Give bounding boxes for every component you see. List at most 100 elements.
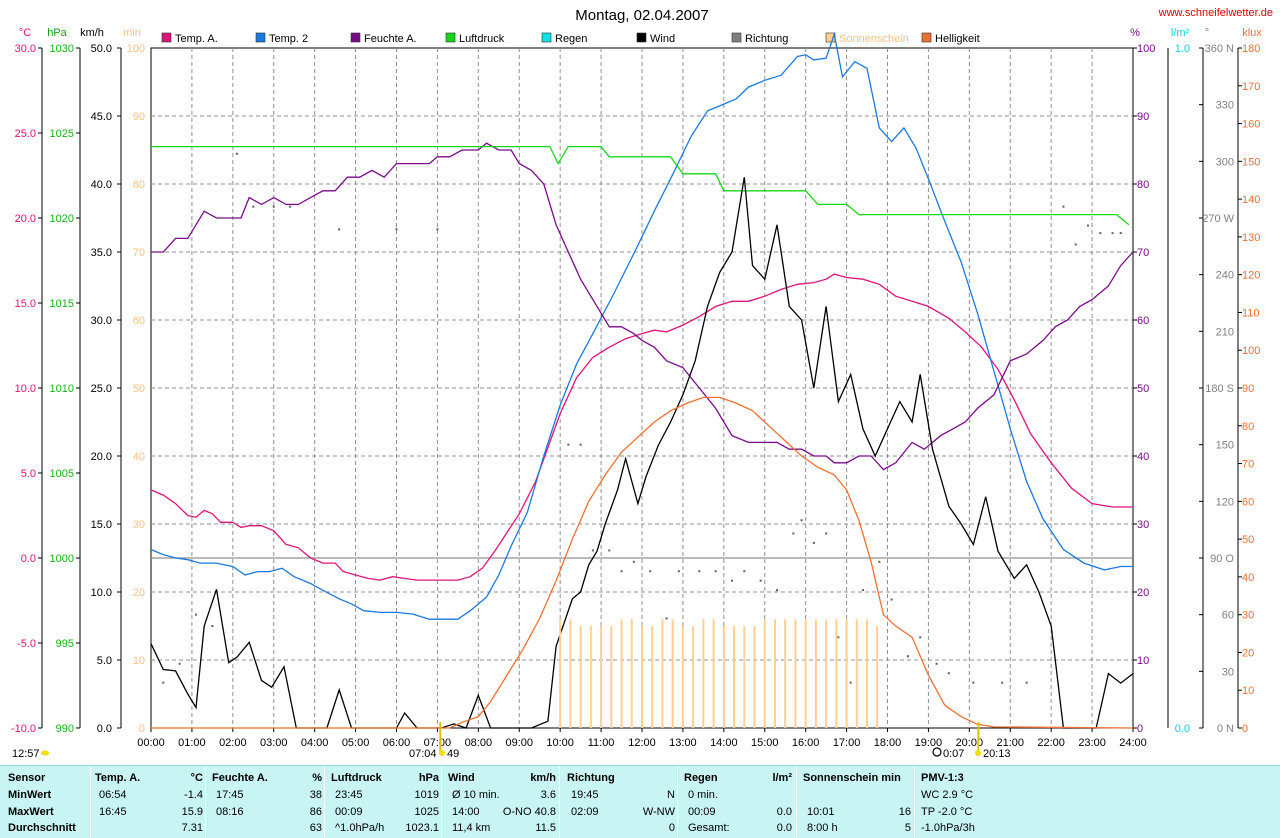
- table-divider: [796, 766, 797, 838]
- time-tick-label: 20:00: [956, 737, 984, 749]
- richtung-point: [825, 532, 828, 535]
- table-cell: 11,4 km: [452, 822, 491, 834]
- table-cell: 23:45: [335, 789, 363, 801]
- richtung-point: [919, 636, 922, 639]
- legend-swatch: [731, 32, 742, 43]
- pressure-tick-label: 990: [56, 723, 74, 735]
- luftdruck-line: [151, 145, 1130, 226]
- table-header: Temp. A.: [95, 772, 141, 784]
- sun-icon: [975, 750, 981, 756]
- lux-tick-label: 50: [1242, 534, 1254, 546]
- moon-icon: [932, 747, 942, 757]
- legend-label: Temp. A.: [175, 33, 218, 45]
- sun-tick-label: 40: [133, 451, 145, 463]
- time-tick-label: 15:00: [751, 737, 779, 749]
- time-tick-label: 24:00: [1119, 737, 1147, 749]
- richtung-point: [714, 570, 717, 573]
- richtung-point: [1001, 681, 1004, 684]
- time-tick-label: 12:00: [628, 737, 656, 749]
- table-cell: 00:09: [688, 806, 716, 818]
- lux-tick-label: 120: [1242, 270, 1260, 282]
- table-cell: 19:45: [571, 789, 599, 801]
- richtung-point: [395, 228, 398, 231]
- direction-axis-unit: °: [1205, 27, 1209, 39]
- table-header: Richtung: [567, 772, 615, 784]
- table-cell: 3.6: [540, 789, 556, 801]
- legend-swatch: [445, 32, 456, 43]
- lux-tick-label: 130: [1242, 232, 1260, 244]
- time-tick-label: 02:00: [219, 737, 247, 749]
- table-cell: ^1.0hPa/h: [335, 822, 385, 834]
- richtung-point: [1062, 205, 1065, 208]
- lux-tick-label: 100: [1242, 345, 1260, 357]
- humidity-tick-label: 10: [1137, 655, 1149, 667]
- table-cell: -1.0hPa/3h: [921, 822, 975, 834]
- sun-tick-label: 30: [133, 519, 145, 531]
- table-cell: O-NO 40.8: [502, 806, 556, 818]
- table-cell: 17:45: [216, 789, 244, 801]
- wind-tick-label: 10.0: [91, 587, 112, 599]
- table-cell: Gesamt:: [688, 822, 730, 834]
- table-cell: 0 min.: [688, 789, 718, 801]
- lux-tick-label: 160: [1242, 119, 1260, 131]
- humidity-tick-label: 0: [1137, 723, 1143, 735]
- site-link[interactable]: www.schneifelwetter.de: [1158, 7, 1273, 19]
- richtung-point: [861, 589, 864, 592]
- time-tick-label: 06:00: [383, 737, 411, 749]
- wind-tick-label: 25.0: [91, 383, 112, 395]
- direction-tick-label: 30: [1222, 666, 1234, 678]
- lux-tick-label: 180: [1242, 43, 1260, 55]
- table-row-label: Durchschnitt: [8, 822, 76, 834]
- lux-tick-label: 150: [1242, 156, 1260, 168]
- humidity-tick-label: 80: [1137, 179, 1149, 191]
- table-cell: Ø 10 min.: [452, 789, 500, 801]
- table-cell: 06:54: [99, 789, 127, 801]
- table-header: Regen: [684, 772, 718, 784]
- direction-tick-label: 240: [1216, 270, 1234, 282]
- axes: °C hPa km/h min% l/m² ° klux 30.0 25.0 20.0 15.0 10…: [11, 27, 1262, 749]
- temp-tick-label: -10.0: [11, 723, 36, 735]
- direction-tick-label: 150: [1216, 440, 1234, 452]
- richtung-point: [698, 570, 701, 573]
- lux-tick-label: 20: [1242, 647, 1254, 659]
- wind-tick-label: 20.0: [91, 451, 112, 463]
- richtung-point: [211, 625, 214, 627]
- table-header: Luftdruck: [331, 772, 382, 784]
- direction-tick-label: 120: [1216, 496, 1234, 508]
- table-cell: 11.5: [535, 822, 556, 834]
- statistics-table: Sensor Temp. A. °C Feuchte A.% Luftdruck hPa W…: [0, 765, 1280, 838]
- humidity-tick-label: 70: [1137, 247, 1149, 259]
- lux-tick-label: 170: [1242, 81, 1260, 93]
- table-cell: 86: [309, 806, 322, 818]
- pressure-tick-label: 1020: [50, 213, 74, 225]
- lux-tick-label: 0: [1242, 723, 1248, 735]
- table-cell: 5: [904, 822, 911, 834]
- wind-tick-label: 50.0: [91, 43, 112, 55]
- temp-tick-label: 0.0: [21, 553, 36, 565]
- lux-tick-label: 10: [1242, 685, 1254, 697]
- legend-label: Luftdruck: [459, 33, 505, 45]
- legend-label: Feuchte A.: [364, 33, 417, 45]
- richtung-point: [947, 672, 950, 675]
- weather-chart: Montag, 02.04.2007 www.schneifelwetter.d…: [11, 7, 1273, 760]
- pressure-tick-label: 995: [56, 638, 74, 650]
- table-cell: 14:00: [452, 806, 480, 818]
- table-cell: N: [667, 789, 675, 801]
- temp-axis-unit: °C: [19, 27, 31, 39]
- richtung-point: [1074, 243, 1077, 246]
- humidity-axis-unit: %: [1130, 27, 1140, 39]
- legend-label: Sonnenschein: [839, 33, 909, 45]
- richtung-point: [792, 532, 795, 535]
- pressure-tick-label: 1030: [50, 43, 74, 55]
- wind-tick-label: 5.0: [97, 655, 112, 667]
- temp-tick-label: -5.0: [17, 638, 36, 650]
- time-tick-label: 21:00: [996, 737, 1024, 749]
- legend-swatch: [541, 32, 552, 43]
- table-cell: 1023.1: [405, 822, 439, 834]
- rain-axis-unit: l/m²: [1171, 27, 1190, 39]
- direction-tick-label: 330: [1216, 100, 1234, 112]
- wind-tick-label: 40.0: [91, 179, 112, 191]
- direction-tick-label: 360 N: [1205, 43, 1234, 55]
- table-cell: 0: [668, 822, 675, 834]
- time-markers: 12:57 07:04 49 0:07 20:13: [12, 722, 1011, 760]
